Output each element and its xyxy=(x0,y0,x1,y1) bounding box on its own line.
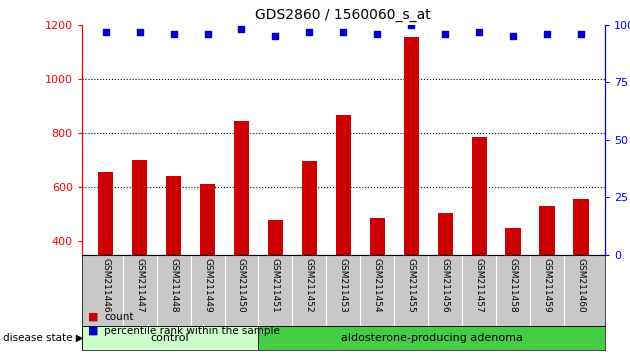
Text: GSM211449: GSM211449 xyxy=(203,258,212,313)
Point xyxy=(474,29,484,35)
Bar xyxy=(268,220,283,350)
Bar xyxy=(234,121,249,350)
Bar xyxy=(438,213,453,350)
Text: ■: ■ xyxy=(88,326,99,336)
Bar xyxy=(505,228,521,350)
Bar xyxy=(98,172,113,350)
Bar xyxy=(258,326,605,350)
Bar xyxy=(471,137,487,350)
Point xyxy=(406,22,416,28)
Point xyxy=(508,33,518,39)
Point xyxy=(542,31,552,37)
Bar xyxy=(404,37,419,350)
Text: GSM211450: GSM211450 xyxy=(237,258,246,313)
Bar xyxy=(302,161,317,350)
Point xyxy=(338,29,348,35)
Point xyxy=(135,29,145,35)
Text: GSM211454: GSM211454 xyxy=(373,258,382,313)
Text: ■: ■ xyxy=(88,312,99,322)
Bar xyxy=(200,184,215,350)
Point xyxy=(169,31,179,37)
Point xyxy=(576,31,586,37)
Text: GSM211457: GSM211457 xyxy=(474,258,484,313)
Text: percentile rank within the sample: percentile rank within the sample xyxy=(104,326,280,336)
Title: GDS2860 / 1560060_s_at: GDS2860 / 1560060_s_at xyxy=(256,8,431,22)
Point xyxy=(304,29,314,35)
Point xyxy=(202,31,212,37)
Bar xyxy=(539,206,555,350)
Text: GSM211458: GSM211458 xyxy=(508,258,518,313)
Text: GSM211456: GSM211456 xyxy=(441,258,450,313)
Point xyxy=(372,31,382,37)
Bar xyxy=(370,218,385,350)
Text: GSM211453: GSM211453 xyxy=(339,258,348,313)
Text: GSM211460: GSM211460 xyxy=(576,258,585,313)
Text: GSM211452: GSM211452 xyxy=(305,258,314,313)
Text: GSM211455: GSM211455 xyxy=(407,258,416,313)
Point xyxy=(101,29,111,35)
Text: disease state ▶: disease state ▶ xyxy=(3,333,84,343)
Text: GSM211448: GSM211448 xyxy=(169,258,178,313)
Bar xyxy=(336,115,351,350)
Text: GSM211446: GSM211446 xyxy=(101,258,110,313)
Text: count: count xyxy=(104,312,134,322)
Point xyxy=(236,27,246,32)
Text: control: control xyxy=(151,333,190,343)
Bar xyxy=(573,199,588,350)
Point xyxy=(440,31,450,37)
Bar xyxy=(132,160,147,350)
Text: GSM211459: GSM211459 xyxy=(542,258,552,313)
Text: aldosterone-producing adenoma: aldosterone-producing adenoma xyxy=(341,333,522,343)
Bar xyxy=(166,176,181,350)
Point xyxy=(270,33,280,39)
Text: GSM211447: GSM211447 xyxy=(135,258,144,313)
Text: GSM211451: GSM211451 xyxy=(271,258,280,313)
Bar xyxy=(82,326,258,350)
